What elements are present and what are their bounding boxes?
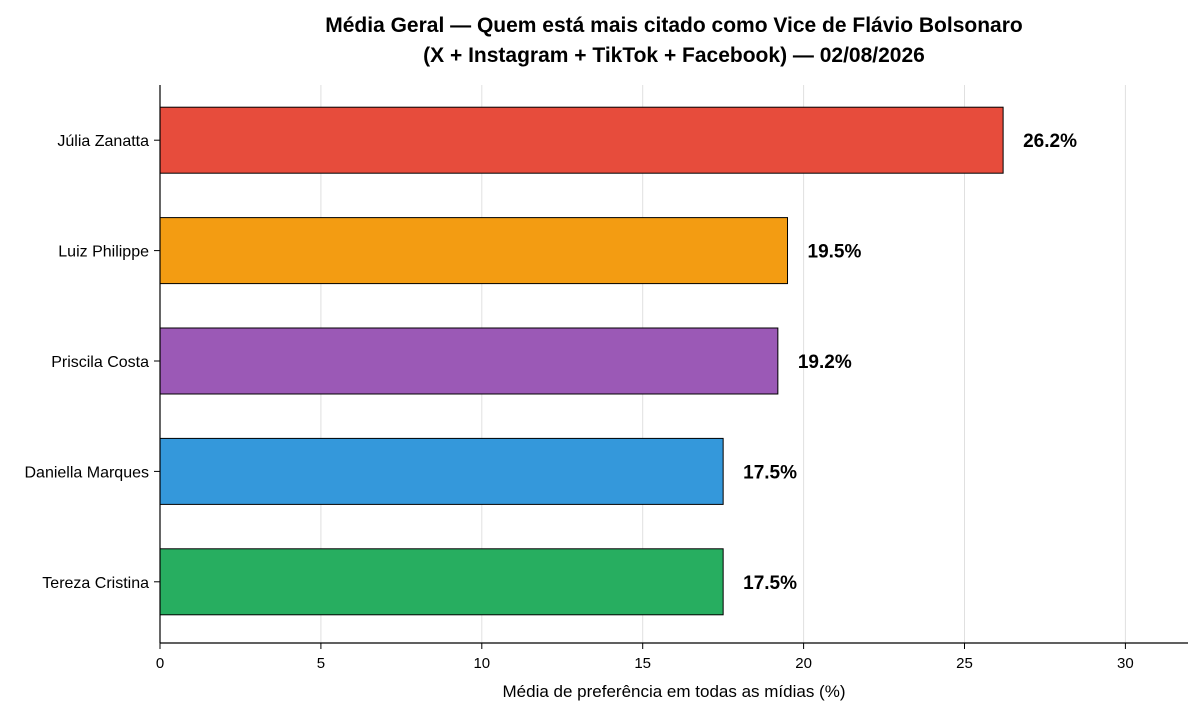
value-label: 19.2% — [798, 352, 852, 373]
chart-subtitle: (X + Instagram + TikTok + Facebook) — 02… — [423, 44, 925, 67]
category-label: Tereza Cristina — [42, 575, 149, 592]
chart-title: Média Geral — Quem está mais citado como… — [325, 14, 1023, 37]
value-labels: 26.2% 19.5% 19.2% 17.5% 17.5% — [743, 131, 1077, 594]
category-label: Luiz Philippe — [58, 244, 149, 261]
value-label: 19.5% — [808, 242, 862, 263]
bar — [159, 437, 724, 505]
value-label: 26.2% — [1023, 131, 1077, 152]
x-tick-label: 25 — [956, 655, 973, 672]
category-label: Priscila Costa — [51, 354, 149, 371]
category-label: Daniella Marques — [24, 464, 149, 481]
bars — [159, 106, 1004, 616]
axes — [154, 85, 1188, 644]
x-tick-label: 5 — [317, 655, 325, 672]
category-label: Júlia Zanatta — [57, 133, 149, 150]
x-tick-label: 0 — [156, 655, 164, 672]
bar — [159, 106, 1004, 174]
category-labels: Júlia Zanatta Luiz Philippe Priscila Costa… — [24, 133, 149, 592]
x-tick-label: 20 — [795, 655, 812, 672]
x-tick-label: 15 — [634, 655, 651, 672]
bar — [159, 548, 724, 616]
value-label: 17.5% — [743, 573, 797, 594]
x-ticks: 0 5 10 15 20 25 30 — [156, 643, 1134, 672]
x-tick-label: 10 — [473, 655, 490, 672]
bar — [159, 327, 779, 395]
x-axis-label: Média de preferência em todas as mídias … — [503, 682, 846, 701]
value-label: 17.5% — [743, 462, 797, 483]
bar — [159, 217, 789, 285]
x-tick-label: 30 — [1117, 655, 1134, 672]
